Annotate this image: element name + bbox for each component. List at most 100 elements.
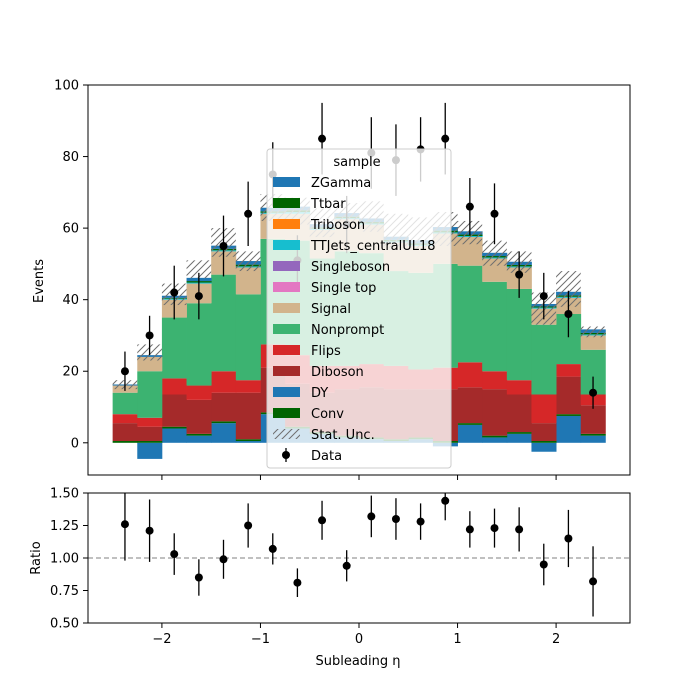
y-tick-label-main: 40	[62, 293, 79, 308]
bar	[137, 426, 163, 442]
y-axis-label-main: Events	[32, 259, 47, 303]
y-tick-label-ratio: 0.50	[50, 617, 79, 632]
x-tick-label: 2	[552, 632, 560, 647]
bar	[482, 437, 508, 443]
bar	[556, 376, 582, 415]
bar	[186, 433, 212, 436]
legend-swatch	[273, 408, 300, 418]
legend-label: Data	[311, 449, 342, 464]
bar	[580, 405, 606, 434]
y-tick-label-main: 0	[71, 436, 79, 451]
stat-unc-bin	[235, 251, 261, 272]
bar	[506, 380, 532, 395]
legend-swatch	[273, 366, 300, 376]
bar	[161, 394, 187, 427]
bar	[531, 394, 557, 424]
bar	[482, 371, 508, 390]
y-tick-label-main: 20	[62, 365, 79, 380]
y-axis-label-ratio: Ratio	[29, 541, 44, 574]
bar	[211, 392, 237, 422]
legend-entry: Diboson	[273, 365, 364, 380]
ratio-point	[515, 525, 524, 534]
legend-label: ZGamma	[311, 176, 371, 191]
legend-label: Diboson	[311, 365, 364, 380]
stat-unc-bin	[580, 326, 606, 338]
legend-swatch	[273, 177, 300, 187]
bar	[112, 441, 138, 443]
bar	[457, 424, 483, 443]
ratio-point	[170, 550, 179, 559]
legend-entry: ZGamma	[273, 176, 371, 191]
ratio-point	[490, 524, 499, 533]
bar	[580, 435, 606, 443]
data-point	[194, 292, 203, 301]
bar	[161, 378, 187, 395]
x-tick-label: −1	[251, 632, 270, 647]
bar	[211, 371, 237, 393]
x-tick-label: 0	[355, 632, 363, 647]
legend-label: Signal	[311, 302, 351, 317]
ratio-point	[318, 516, 327, 525]
legend-swatch	[273, 282, 300, 292]
ratio-point	[342, 561, 351, 570]
ratio-points	[120, 493, 598, 617]
legend-box	[266, 148, 452, 469]
data-point	[145, 331, 154, 340]
data-point	[465, 202, 474, 211]
bar	[506, 394, 532, 433]
bar	[506, 432, 532, 434]
ratio-point	[194, 573, 203, 582]
bar	[457, 387, 483, 424]
bar	[211, 274, 237, 372]
ratio-point	[367, 512, 376, 521]
data-point	[441, 134, 450, 143]
legend-entry: Stat. Unc.	[273, 428, 375, 443]
x-tick-label: 1	[453, 632, 461, 647]
data-point	[244, 209, 253, 218]
legend-label: Conv	[311, 407, 344, 422]
bar	[235, 392, 261, 440]
y-tick-label-main: 100	[54, 79, 79, 94]
bar	[161, 317, 187, 379]
stat-unc-bin	[186, 260, 212, 279]
legend-entry: Data	[282, 448, 342, 464]
bar	[506, 433, 532, 443]
ratio-point	[145, 526, 154, 535]
bar	[457, 265, 483, 363]
legend-label: Triboson	[310, 218, 365, 233]
bar	[580, 335, 606, 350]
bar	[161, 428, 187, 443]
legend-entry: Signal	[273, 302, 351, 317]
data-point	[490, 209, 499, 218]
bar	[580, 433, 606, 436]
bar	[235, 439, 261, 442]
legend-swatch	[273, 261, 300, 271]
bar	[137, 441, 163, 443]
bar	[556, 414, 582, 416]
legend-title: sample	[333, 155, 380, 170]
ratio-point	[465, 525, 474, 534]
bar	[531, 324, 557, 395]
y-tick-label-ratio: 1.00	[50, 552, 79, 567]
bar	[112, 414, 138, 424]
data-point	[589, 388, 598, 397]
ratio-point	[564, 534, 573, 543]
data-point	[170, 288, 179, 297]
bar	[137, 371, 163, 418]
legend-swatch	[273, 219, 300, 229]
bar	[235, 441, 261, 443]
bar	[186, 385, 212, 400]
ratio-point	[416, 517, 425, 526]
legend-entry: Ttbar	[273, 197, 346, 212]
stat-unc-bin	[482, 240, 507, 266]
ratio-panel: 0.50 0.75 1.00 1.25 1.50 −2 −1 0 1 2	[50, 487, 631, 647]
data-point	[120, 367, 129, 376]
ratio-point	[120, 520, 129, 529]
legend-swatch	[273, 303, 300, 313]
ratio-point	[244, 521, 253, 530]
bar	[531, 423, 557, 442]
legend-swatch	[273, 324, 300, 334]
y-tick-label-ratio: 0.75	[50, 584, 79, 599]
bar	[112, 392, 138, 415]
legend-swatch	[273, 345, 300, 355]
